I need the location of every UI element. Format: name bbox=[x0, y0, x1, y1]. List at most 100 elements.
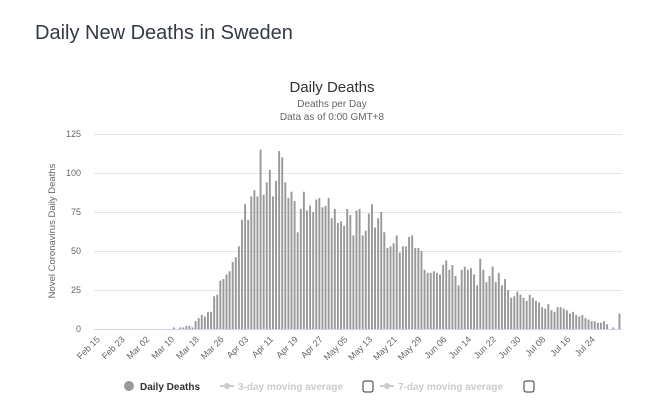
bar[interactable] bbox=[284, 182, 287, 329]
legend-item-daily-deaths[interactable]: Daily Deaths bbox=[124, 381, 200, 393]
bar[interactable] bbox=[253, 190, 256, 329]
bar[interactable] bbox=[603, 321, 605, 329]
bar[interactable] bbox=[470, 268, 472, 329]
bar[interactable] bbox=[454, 275, 457, 329]
bar[interactable] bbox=[606, 324, 609, 329]
bar[interactable] bbox=[569, 313, 571, 329]
bar[interactable] bbox=[513, 296, 516, 329]
bar[interactable] bbox=[194, 321, 197, 329]
bar[interactable] bbox=[281, 157, 284, 329]
bar[interactable] bbox=[358, 208, 361, 329]
bar[interactable] bbox=[185, 325, 188, 329]
bar[interactable] bbox=[497, 272, 500, 329]
bar[interactable] bbox=[420, 251, 423, 329]
bar[interactable] bbox=[553, 311, 556, 329]
bar[interactable] bbox=[500, 285, 503, 329]
bar[interactable] bbox=[547, 304, 550, 329]
bar[interactable] bbox=[411, 235, 414, 329]
checkbox-3day-average[interactable] bbox=[362, 380, 374, 393]
bar[interactable] bbox=[302, 191, 305, 329]
bar[interactable] bbox=[182, 327, 185, 329]
bar[interactable] bbox=[346, 208, 349, 329]
bar[interactable] bbox=[516, 291, 519, 329]
bar[interactable] bbox=[435, 272, 438, 329]
legend-item-7day-average[interactable]: 7-day moving average bbox=[380, 382, 503, 393]
bar[interactable] bbox=[355, 210, 358, 329]
bar[interactable] bbox=[507, 290, 510, 329]
bar[interactable] bbox=[349, 215, 352, 329]
bar[interactable] bbox=[324, 205, 327, 329]
bar[interactable] bbox=[203, 316, 206, 329]
bar[interactable] bbox=[330, 218, 333, 329]
bar[interactable] bbox=[479, 258, 482, 329]
bar[interactable] bbox=[414, 247, 417, 329]
bar[interactable] bbox=[299, 208, 302, 329]
bar[interactable] bbox=[417, 247, 420, 329]
bar[interactable] bbox=[395, 235, 398, 329]
bar[interactable] bbox=[361, 235, 364, 329]
bar[interactable] bbox=[296, 232, 299, 329]
bar[interactable] bbox=[491, 266, 494, 329]
bar[interactable] bbox=[473, 274, 476, 329]
bar[interactable] bbox=[401, 246, 404, 329]
bar[interactable] bbox=[333, 208, 336, 329]
bar[interactable] bbox=[442, 265, 445, 329]
bar[interactable] bbox=[247, 219, 250, 329]
bar[interactable] bbox=[590, 321, 593, 329]
bar[interactable] bbox=[525, 300, 528, 329]
bar[interactable] bbox=[488, 275, 491, 329]
bar[interactable] bbox=[429, 272, 432, 329]
bar[interactable] bbox=[336, 222, 339, 329]
bar[interactable] bbox=[241, 219, 243, 329]
bar[interactable] bbox=[191, 327, 194, 329]
bar[interactable] bbox=[290, 191, 293, 329]
bar[interactable] bbox=[463, 266, 466, 329]
bar[interactable] bbox=[244, 204, 247, 329]
bar[interactable] bbox=[423, 269, 426, 329]
bar[interactable] bbox=[389, 246, 392, 329]
bar[interactable] bbox=[593, 321, 596, 329]
bar[interactable] bbox=[172, 327, 175, 329]
bar[interactable] bbox=[268, 169, 271, 329]
bar[interactable] bbox=[519, 294, 522, 329]
bar[interactable] bbox=[451, 265, 454, 329]
bar[interactable] bbox=[256, 196, 259, 329]
bar[interactable] bbox=[559, 307, 562, 329]
bar[interactable] bbox=[383, 232, 386, 329]
bar[interactable] bbox=[364, 230, 367, 329]
bar[interactable] bbox=[225, 274, 228, 329]
bar[interactable] bbox=[426, 272, 429, 329]
bar[interactable] bbox=[259, 149, 262, 329]
bar[interactable] bbox=[392, 243, 395, 329]
bar[interactable] bbox=[318, 197, 321, 329]
bar[interactable] bbox=[466, 269, 469, 329]
bar[interactable] bbox=[550, 310, 553, 329]
bar[interactable] bbox=[485, 282, 488, 329]
bar[interactable] bbox=[179, 327, 182, 329]
bar[interactable] bbox=[222, 279, 225, 329]
bar[interactable] bbox=[612, 327, 615, 329]
bar[interactable] bbox=[216, 294, 219, 329]
bar[interactable] bbox=[510, 297, 513, 329]
bar[interactable] bbox=[599, 322, 602, 329]
bar[interactable] bbox=[371, 204, 373, 329]
bar[interactable] bbox=[581, 314, 584, 329]
bar[interactable] bbox=[374, 227, 377, 329]
bar[interactable] bbox=[572, 311, 575, 329]
bar[interactable] bbox=[439, 274, 441, 329]
bar[interactable] bbox=[457, 285, 460, 329]
bar[interactable] bbox=[228, 271, 231, 329]
bar[interactable] bbox=[340, 221, 342, 329]
bar[interactable] bbox=[494, 282, 497, 329]
bar[interactable] bbox=[306, 210, 308, 329]
bar[interactable] bbox=[584, 318, 587, 329]
bar[interactable] bbox=[408, 236, 411, 329]
bar[interactable] bbox=[188, 325, 191, 329]
bar[interactable] bbox=[386, 247, 389, 329]
bar[interactable] bbox=[460, 269, 463, 329]
bar[interactable] bbox=[262, 194, 265, 329]
bar[interactable] bbox=[405, 246, 407, 329]
bar[interactable] bbox=[278, 151, 281, 329]
bar[interactable] bbox=[476, 285, 479, 329]
bar[interactable] bbox=[398, 252, 401, 329]
